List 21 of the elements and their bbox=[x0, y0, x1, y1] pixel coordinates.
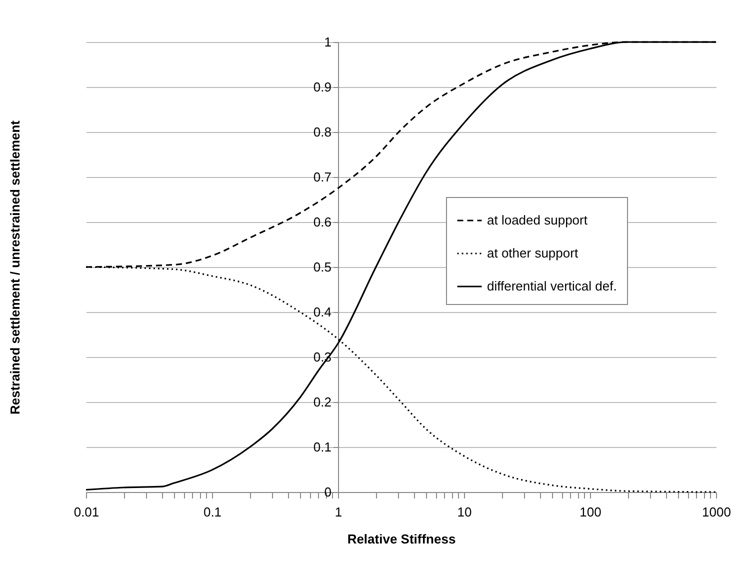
y-tick-label: 1 bbox=[324, 34, 332, 50]
x-tick-label: 1 bbox=[334, 504, 342, 520]
y-tick-label: 0.5 bbox=[313, 260, 332, 274]
x-tick-label: 0.01 bbox=[74, 504, 100, 520]
y-tick-label: 0.7 bbox=[313, 170, 332, 184]
y-axis-title: Restrained settlement / unrestrained settlement bbox=[8, 120, 22, 415]
x-tick-label: 1000 bbox=[702, 504, 731, 520]
x-tick-label: 100 bbox=[580, 504, 602, 520]
legend-label: differential vertical def. bbox=[487, 278, 617, 294]
y-tick-label: 0.4 bbox=[313, 304, 332, 320]
legend-label: at other support bbox=[487, 246, 578, 260]
x-tick-label: 0.1 bbox=[203, 504, 222, 520]
y-tick-label: 0.8 bbox=[313, 124, 332, 140]
y-tick-label: 0 bbox=[324, 484, 332, 500]
y-tick-label: 0.6 bbox=[313, 214, 332, 230]
y-tick-label: 0.9 bbox=[313, 80, 332, 94]
x-tick-label: 10 bbox=[457, 504, 472, 520]
y-tick-label: 0.2 bbox=[313, 394, 332, 410]
legend-label: at loaded support bbox=[487, 212, 588, 228]
x-axis-title: Relative Stiffness bbox=[347, 532, 456, 546]
y-tick-label: 0.1 bbox=[313, 440, 332, 454]
